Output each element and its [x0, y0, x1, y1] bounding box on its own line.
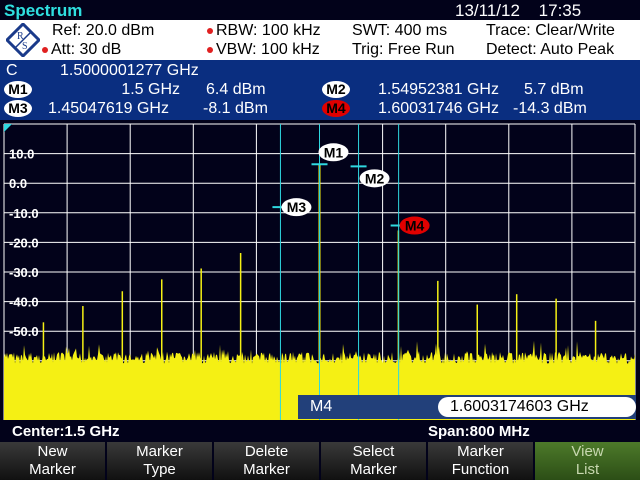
- trace-indicator-icon: [4, 124, 12, 132]
- trigger[interactable]: Trig: Free Run: [352, 41, 455, 58]
- marker-frequency-input[interactable]: 1.6003174603 GHz: [438, 397, 636, 417]
- softkey-label: Marker: [29, 461, 76, 478]
- softkey-label: New: [37, 443, 68, 460]
- trace-mode[interactable]: Trace: Clear/Write: [486, 22, 615, 39]
- marker-badge-m1[interactable]: M1: [4, 81, 32, 98]
- m2-freq: 1.54952381 GHz: [378, 81, 499, 98]
- coupling-dot-icon: [42, 46, 48, 53]
- span[interactable]: Span:800 MHz: [428, 423, 530, 440]
- softkey-label: Function: [451, 461, 510, 478]
- attenuation[interactable]: Att: 30 dB: [51, 41, 122, 58]
- m1-freq: 1.5 GHz: [121, 81, 180, 98]
- new-marker-button[interactable]: New Marker: [0, 442, 105, 480]
- softkey-label: Marker: [243, 461, 290, 478]
- vbw[interactable]: VBW: 100 kHz: [216, 41, 320, 58]
- marker-function-button[interactable]: Marker Function: [428, 442, 533, 480]
- softkey-label: Type: [143, 461, 176, 478]
- view-list-button[interactable]: View List: [535, 442, 640, 480]
- marker-info-panel: C 1.5000001277 GHz M1 1.5 GHz 6.4 dBm M2…: [0, 60, 640, 120]
- marker-type-button[interactable]: Marker Type: [107, 442, 212, 480]
- m4-level: -14.3 dBm: [513, 100, 587, 117]
- coupling-dot-icon: [207, 46, 213, 53]
- softkey-bar: New Marker Marker Type Delete Marker Select…: [0, 442, 640, 480]
- y-tick-label: 10.0: [9, 147, 34, 162]
- rbw[interactable]: RBW: 100 kHz: [216, 22, 321, 39]
- ref-level[interactable]: Ref: 20.0 dBm: [52, 22, 155, 39]
- softkey-label: Select: [352, 443, 395, 460]
- center-label: C: [6, 62, 18, 79]
- mode-title: Spectrum: [4, 1, 83, 20]
- marker-panel-label: M4: [310, 398, 333, 415]
- center-value: 1.5000001277 GHz: [60, 62, 199, 79]
- svg-text:S: S: [22, 41, 28, 52]
- marker-label-badge: [318, 143, 349, 162]
- detector[interactable]: Detect: Auto Peak: [486, 41, 615, 58]
- status-bar: Center:1.5 GHz Span:800 MHz: [0, 420, 640, 442]
- date: 13/11/12: [455, 1, 520, 20]
- softkey-label: Delete: [244, 443, 289, 460]
- title-bar: Spectrum 13/11/12 17:35: [0, 0, 640, 20]
- y-tick-label: -40.0: [9, 295, 39, 310]
- marker-edit-panel: M4 1.6003174603 GHz: [298, 395, 636, 419]
- sweep-time[interactable]: SWT: 400 ms: [352, 22, 448, 39]
- marker-badge-m3[interactable]: M3: [4, 100, 32, 117]
- y-tick-label: -50.0: [9, 324, 39, 339]
- marker-label-badge: [359, 169, 390, 188]
- marker-label-badge: [399, 216, 430, 235]
- softkey-label: Marker: [457, 443, 504, 460]
- marker-label: M1: [324, 144, 344, 160]
- softkey-label: Marker: [350, 461, 397, 478]
- marker-label: M4: [405, 218, 425, 234]
- marker-badge-m2[interactable]: M2: [322, 81, 350, 98]
- y-tick-label: -30.0: [9, 265, 39, 280]
- delete-marker-button[interactable]: Delete Marker: [214, 442, 319, 480]
- marker-label: M3: [287, 199, 307, 215]
- y-tick-label: -10.0: [9, 206, 39, 221]
- y-tick-label: 0.0: [9, 176, 27, 191]
- m4-freq: 1.60031746 GHz: [378, 100, 499, 117]
- time: 17:35: [538, 1, 582, 20]
- rs-logo-icon: RS: [6, 23, 40, 57]
- m1-level: 6.4 dBm: [206, 81, 266, 98]
- m3-freq: 1.45047619 GHz: [48, 100, 169, 117]
- marker-label: M2: [365, 170, 385, 186]
- m3-level: -8.1 dBm: [203, 100, 268, 117]
- m2-level: 5.7 dBm: [524, 81, 584, 98]
- softkey-label: List: [575, 461, 600, 478]
- center-frequency[interactable]: Center:1.5 GHz: [12, 423, 120, 440]
- y-tick-label: -20.0: [9, 235, 39, 250]
- coupling-dot-icon: [207, 27, 213, 34]
- spectrum-plot[interactable]: M1 M2 M3 M4 10.0 0.0 -10.0 -20.0 -30.0 -40.0 -50.0: [0, 120, 640, 420]
- svg-text:R: R: [17, 31, 24, 42]
- marker-badge-m4[interactable]: M4: [322, 100, 350, 117]
- date-time: 13/11/12 17:35: [455, 1, 581, 21]
- softkey-label: Marker: [136, 443, 183, 460]
- select-marker-button[interactable]: Select Marker: [321, 442, 426, 480]
- marker-label-badge: [281, 198, 312, 217]
- softkey-label: View: [571, 443, 604, 460]
